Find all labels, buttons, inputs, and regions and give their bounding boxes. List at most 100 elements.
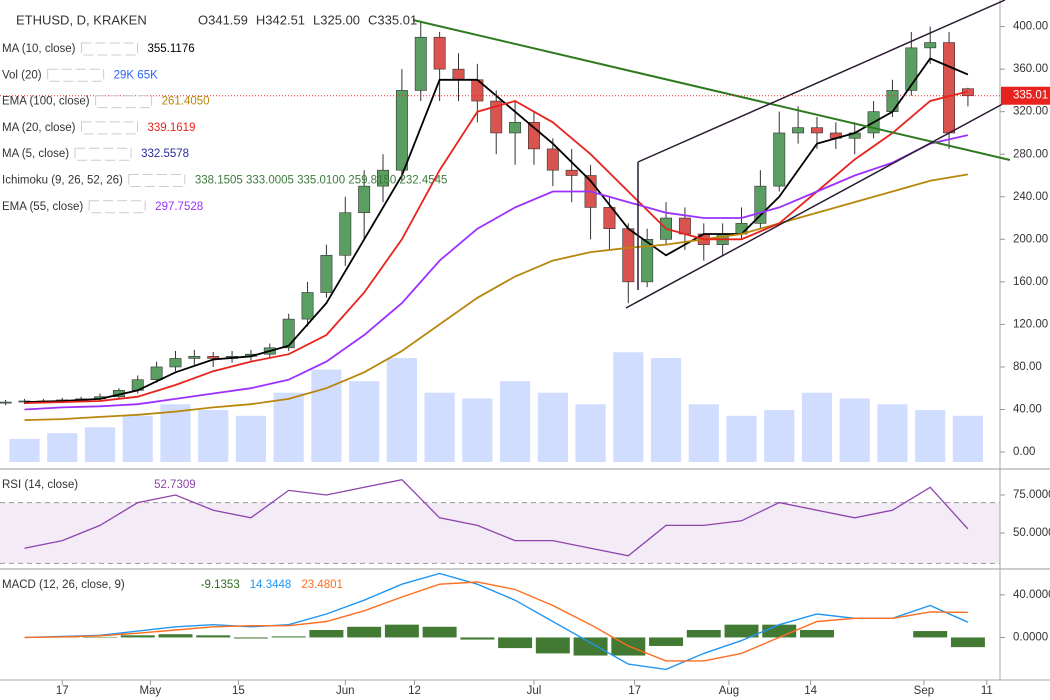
candle-body xyxy=(358,185,371,214)
legend-buttons xyxy=(74,147,132,161)
x-tick-label: 12 xyxy=(408,685,421,697)
candle-body xyxy=(528,122,540,150)
candle-body xyxy=(414,36,427,91)
legend-buttons xyxy=(81,121,138,135)
macd-histogram xyxy=(950,637,985,648)
macd-histogram xyxy=(233,637,268,639)
x-tick-label: Jul xyxy=(527,685,542,697)
y-tick-label: 400.00 xyxy=(1013,21,1048,33)
candle-body xyxy=(0,401,12,404)
volume-bar xyxy=(160,404,191,462)
candle-body xyxy=(207,356,220,359)
symbol: ETHUSD, D, KRAKEN xyxy=(16,12,147,27)
x-tick-label: 17 xyxy=(628,685,641,697)
legend-buttons xyxy=(47,68,105,82)
rsi-title: RSI (14, close) xyxy=(2,479,78,491)
x-tick-label: Aug xyxy=(719,685,739,697)
macd-histogram xyxy=(762,624,797,638)
trend-drawings xyxy=(412,0,1011,309)
volume-bar xyxy=(311,369,342,462)
candle-body xyxy=(773,132,786,187)
y-tick-label: 80.00 xyxy=(1013,361,1042,373)
x-tick-label: 15 xyxy=(232,685,245,697)
y-tick-label: 280.00 xyxy=(1013,148,1048,160)
macd-histogram xyxy=(573,637,608,656)
candle-body xyxy=(169,358,182,368)
volume-bar xyxy=(764,410,795,462)
macd-histogram xyxy=(535,637,570,654)
candle-body xyxy=(565,169,578,176)
volume-bar xyxy=(424,392,455,462)
last-price-label: 335.01 xyxy=(1013,90,1048,102)
ohlc-label: H342.51 xyxy=(256,12,305,27)
y-tick-label: 40.00 xyxy=(1013,404,1042,416)
legend-value: 261.4050 xyxy=(162,96,210,108)
macd-histogram xyxy=(196,635,231,638)
candle-body xyxy=(188,356,201,359)
macd-histogram xyxy=(347,626,382,638)
legend-name: Vol (20) xyxy=(2,69,42,81)
y-tick-label: 50.0000 xyxy=(1013,527,1050,539)
macd-histogram xyxy=(800,629,834,638)
candle-body xyxy=(811,127,823,134)
candle-body xyxy=(603,207,616,229)
legend-buttons xyxy=(95,95,153,109)
ohlc-label: O341.59 xyxy=(198,12,248,27)
volume-bar xyxy=(47,433,78,462)
x-tick-label: 14 xyxy=(804,685,817,697)
y-tick-label: 120.00 xyxy=(1013,318,1048,330)
candle-body xyxy=(622,228,635,283)
volume-bar xyxy=(349,381,380,462)
legend-value: 297.7528 xyxy=(155,201,203,213)
candle-body xyxy=(452,68,465,81)
legend-buttons xyxy=(88,200,146,214)
x-tick-label: 11 xyxy=(981,685,993,697)
macd-line xyxy=(24,581,968,662)
indicator-line xyxy=(24,57,969,403)
volume-bar xyxy=(122,415,153,462)
candle-body xyxy=(792,127,805,134)
macd-histogram xyxy=(158,634,193,638)
candle-body xyxy=(943,42,956,134)
ohlc-label: L325.00 xyxy=(313,12,360,27)
macd-histogram xyxy=(384,624,419,638)
macd-histogram xyxy=(271,636,306,638)
volume-bar xyxy=(801,392,833,462)
candle-body xyxy=(377,169,389,187)
y-tick-label: 360.00 xyxy=(1013,63,1048,75)
y-tick-label: 240.00 xyxy=(1013,191,1048,203)
x-tick-label: Jun xyxy=(336,685,355,697)
legend-name: MA (10, close) xyxy=(2,43,76,55)
x-tick-label: May xyxy=(139,685,161,697)
ohlc-label: C335.01 xyxy=(368,12,417,27)
volume-bar xyxy=(915,410,946,462)
volume-bar xyxy=(726,415,757,462)
macd-histogram xyxy=(460,637,495,640)
y-tick-label: 320.00 xyxy=(1013,106,1048,118)
legend-value: 332.5578 xyxy=(141,148,189,160)
volume-bar xyxy=(877,404,908,462)
volume-bar xyxy=(650,358,682,462)
macd-histogram xyxy=(422,626,457,638)
volume-bar xyxy=(575,404,606,462)
macd-histogram xyxy=(309,629,344,638)
volume-bar xyxy=(386,358,417,462)
channel-line xyxy=(637,0,1006,163)
candle-body xyxy=(924,42,937,49)
volume-bar xyxy=(688,404,719,462)
candle-body xyxy=(395,90,408,171)
macd-title: MACD (12, 26, close, 9) xyxy=(2,579,125,591)
channel-line xyxy=(625,99,1011,309)
volume-bar xyxy=(537,392,568,462)
volume-bar xyxy=(952,415,984,462)
candle-body xyxy=(905,47,918,91)
y-tick-label: 40.0000 xyxy=(1013,589,1050,601)
candle-body xyxy=(754,185,767,224)
legend-value: 338.1505 333.0005 335.0100 259.8150 232.… xyxy=(195,175,448,187)
rsi-line xyxy=(24,478,969,557)
rsi-band xyxy=(0,502,1000,564)
macd-histogram xyxy=(913,631,948,638)
macd-value: 23.4801 xyxy=(301,579,343,591)
legend-value: 339.1619 xyxy=(148,122,196,134)
